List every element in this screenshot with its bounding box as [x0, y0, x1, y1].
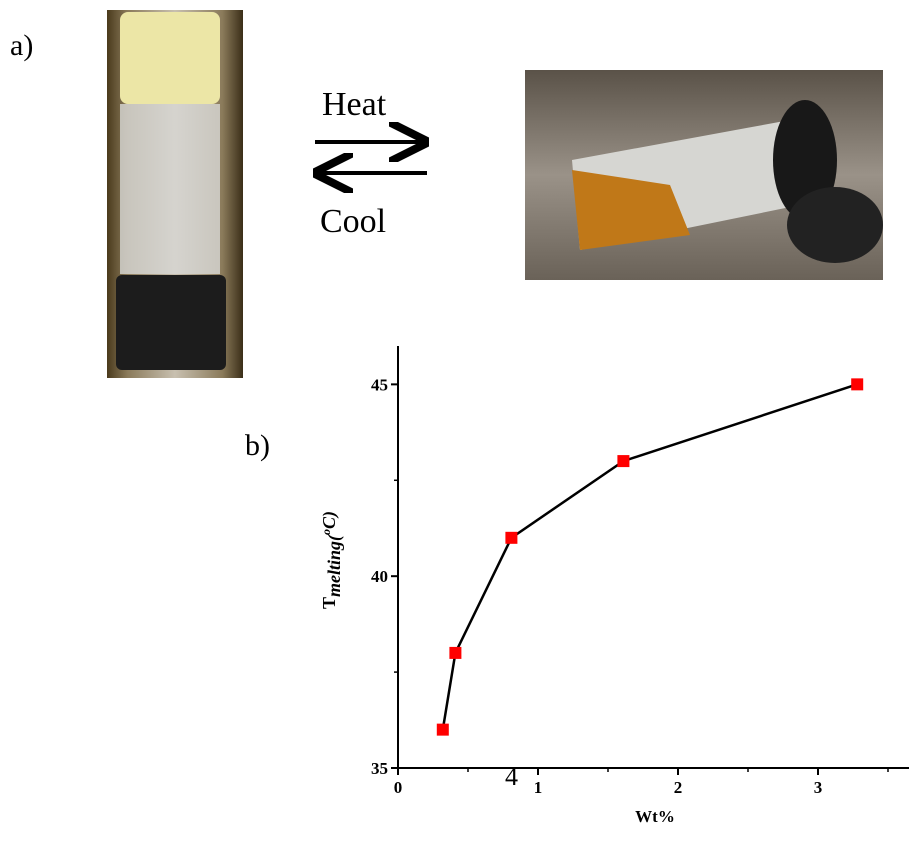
- panel-label: a): [10, 29, 33, 62]
- label-heat: Heat: [322, 86, 387, 123]
- data-point: [449, 646, 462, 659]
- x-axis-label: Wt%: [635, 807, 675, 826]
- y-tick-label: 40: [371, 567, 388, 586]
- photo-gel-vial: [107, 10, 243, 378]
- x-tick-label: 3: [814, 778, 823, 797]
- series-line: [441, 383, 858, 730]
- data-point: [851, 378, 864, 391]
- y-axis-label: Tmelting(oC): [319, 511, 345, 609]
- y-tick-label: 35: [371, 759, 388, 778]
- data-point: [505, 531, 518, 544]
- page-number: 4: [505, 762, 518, 791]
- data-point: [436, 723, 449, 736]
- plot: 0 1 2 3 35 40 45: [371, 346, 909, 797]
- y-tick-label: 45: [371, 375, 388, 394]
- photo-sol-vial: [525, 70, 883, 280]
- data-point: [617, 455, 630, 468]
- x-tick-label: 2: [674, 778, 683, 797]
- x-tick-label: 1: [534, 778, 543, 797]
- label-cool: Cool: [320, 203, 386, 240]
- panel-label: b): [245, 429, 270, 462]
- x-tick-label: 0: [394, 778, 403, 797]
